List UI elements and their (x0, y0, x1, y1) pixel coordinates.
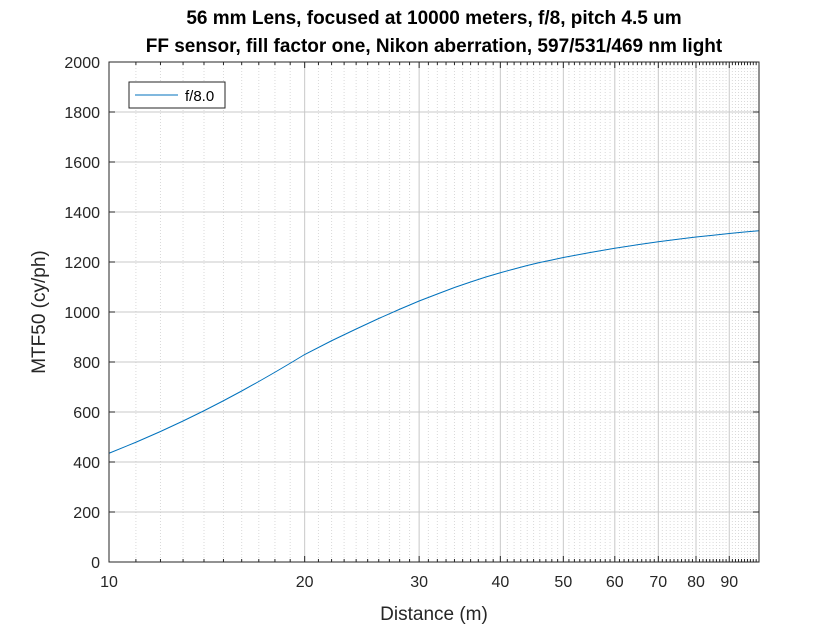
x-axis-label: Distance (m) (380, 604, 488, 625)
x-tick-label: 30 (410, 574, 428, 591)
legend-entry-label: f/8.0 (185, 88, 214, 105)
x-tick-label: 70 (649, 574, 667, 591)
chart-title-line-1: 56 mm Lens, focused at 10000 meters, f/8… (186, 8, 681, 29)
series-line-1 (108, 230, 760, 454)
y-tick-label: 1600 (64, 155, 100, 172)
y-tick-label: 1200 (64, 255, 100, 272)
y-tick-label: 0 (91, 555, 100, 572)
y-tick-label: 1800 (64, 105, 100, 122)
x-tick-label: 60 (606, 574, 624, 591)
y-tick-label: 1400 (64, 205, 100, 222)
series-layer (108, 230, 760, 454)
y-tick-label: 600 (73, 405, 100, 422)
x-tick-label: 80 (687, 574, 705, 591)
legend: f/8.0 (128, 81, 226, 109)
x-tick-label: 90 (720, 574, 738, 591)
y-axis-label: MTF50 (cy/ph) (29, 250, 50, 374)
x-tick-label: 50 (554, 574, 572, 591)
y-tick-label: 800 (73, 355, 100, 372)
tick-layer: 10 20 30 40 50 60 70 80 90 0 200 400 600 800 1000 1200 1… (64, 55, 759, 591)
x-tick-label: 10 (100, 574, 118, 591)
x-tick-label: 40 (491, 574, 509, 591)
x-tick-label: 20 (296, 574, 314, 591)
y-tick-label: 1000 (64, 305, 100, 322)
chart-title-line-2: FF sensor, fill factor one, Nikon aberra… (146, 36, 723, 57)
y-tick-label: 2000 (64, 55, 100, 72)
y-tick-label: 200 (73, 505, 100, 522)
y-tick-label: 400 (73, 455, 100, 472)
grid-layer (108, 61, 760, 563)
